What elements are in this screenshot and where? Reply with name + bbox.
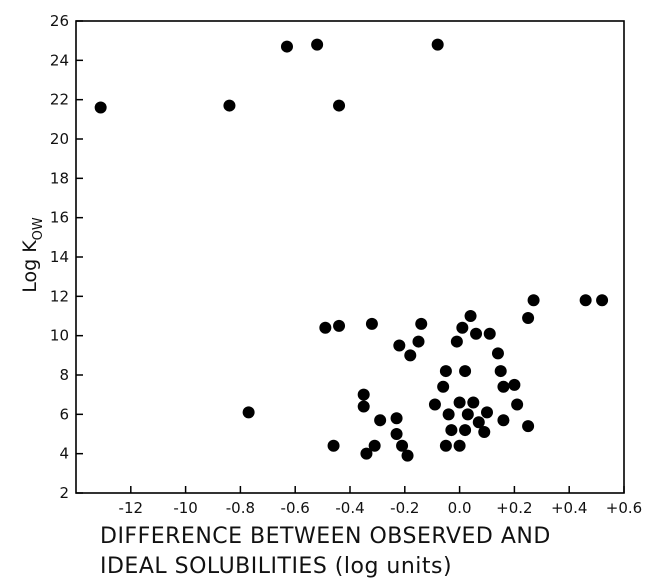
x-tick-label: +0.6 [606,499,642,517]
data-point [319,321,332,334]
y-tick-label: 12 [50,287,69,305]
x-tick-label: -0.8 [226,499,255,517]
x-tick-label: -0.4 [335,499,364,517]
data-point [470,327,483,340]
data-point [453,396,466,409]
y-tick-label: 10 [50,327,69,345]
data-point [450,335,463,348]
data-point [453,439,466,452]
data-point [415,317,428,330]
data-point [333,319,346,332]
data-point [327,439,340,452]
data-point [428,398,441,411]
data-point [459,424,472,437]
data-point [94,101,107,114]
data-point [472,416,485,429]
data-point [280,40,293,53]
data-point [357,388,370,401]
data-point [497,380,510,393]
y-axis-label: Log KOW [19,217,46,293]
x-tick-label: -12 [119,499,144,517]
data-point [242,406,255,419]
x-tick-label: -0.2 [390,499,419,517]
x-tick-label: +0.4 [551,499,587,517]
y-tick-label: 24 [50,51,69,69]
data-point [511,398,524,411]
data-point [478,426,491,439]
y-tick-label: 16 [50,209,69,227]
data-point [437,380,450,393]
data-point [401,449,414,462]
y-tick-label: 4 [59,445,69,463]
x-tick-label: -0.6 [281,499,310,517]
data-point [459,365,472,378]
y-axis-label-subscript: OW [31,217,46,240]
x-axis-label-line-1: DIFFERENCE BETWEEN OBSERVED AND [100,524,551,549]
data-point [368,439,381,452]
data-point [393,339,406,352]
data-point [491,347,504,360]
data-point [467,396,480,409]
data-point [494,365,507,378]
data-point [396,439,409,452]
data-point [360,447,373,460]
y-tick-label: 6 [59,405,69,423]
y-tick-label: 2 [59,484,69,502]
data-point [579,294,592,307]
plot-area-frame [75,20,625,494]
data-point [412,335,425,348]
y-tick-label: 20 [50,130,69,148]
x-tick-label: -10 [173,499,198,517]
x-axis-label-line-2: IDEAL SOLUBILITIES (log units) [100,554,453,579]
y-tick-label: 18 [50,169,69,187]
data-point [527,294,540,307]
data-point [497,414,510,427]
x-tick-label: +0.2 [496,499,532,517]
data-point [442,408,455,421]
data-point [483,327,496,340]
data-point [461,408,474,421]
data-point [439,439,452,452]
data-point [374,414,387,427]
y-tick-label: 8 [59,366,69,384]
y-tick-label: 26 [50,12,69,30]
data-point [390,412,403,425]
data-point [508,378,521,391]
data-point [390,428,403,440]
data-point [333,99,346,112]
y-tick-label: 22 [50,91,69,109]
data-point [522,311,535,324]
data-point [596,294,609,307]
data-point [223,99,236,112]
data-point [311,38,324,51]
x-axis: -12 -10 -0.8 -0.6 -0.4 -0.2 0.0 +0.2 +0.4 +0.6 [119,486,642,517]
data-point [404,349,417,362]
data-point [431,38,444,51]
data-point [456,321,469,334]
data-point [522,420,535,433]
y-axis-label-main: Log K [19,240,41,293]
data-point [464,310,477,322]
y-tick-label: 14 [50,248,69,266]
data-points [94,38,609,462]
data-point [365,317,378,330]
data-point [357,400,370,413]
x-tick-label: 0.0 [448,499,472,517]
data-point [481,406,493,419]
data-point [439,365,452,378]
data-point [445,424,458,437]
